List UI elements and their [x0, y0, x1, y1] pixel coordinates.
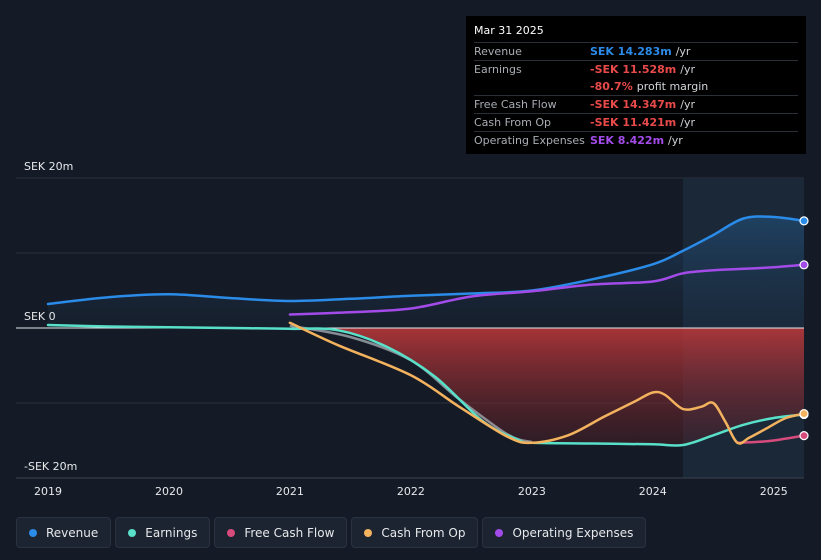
tooltip-label: Revenue: [474, 45, 522, 58]
free-cash-flow-end-dot: [799, 431, 809, 441]
legend-item-operating-expenses[interactable]: Operating Expenses: [482, 517, 647, 548]
y-tick-label-zero: SEK 0: [24, 310, 56, 323]
x-tick-label-2024: 2024: [638, 485, 667, 498]
y-tick-label-top: SEK 20m: [24, 160, 74, 173]
cash-from-op-end-dot: [799, 409, 809, 419]
revenue-area: [48, 216, 804, 328]
tooltip-unit: /yr: [680, 116, 696, 129]
tooltip-value: -SEK 11.528m: [590, 63, 677, 76]
tooltip-date: Mar 31 2025: [474, 24, 544, 37]
legend-label: Revenue: [46, 525, 99, 540]
y-tick-label-bottom: -SEK 20m: [24, 460, 78, 473]
tooltip-unit: /yr: [680, 98, 696, 111]
tooltip-value: -SEK 14.347m: [590, 98, 677, 111]
x-tick-label-2021: 2021: [275, 485, 304, 498]
tooltip-label: Earnings: [474, 63, 522, 76]
x-tick-label-2025: 2025: [759, 485, 788, 498]
tooltip-row: Operating Expenses SEK 8.422m/yr: [474, 131, 798, 149]
legend: Revenue Earnings Free Cash Flow Cash From O…: [16, 517, 647, 548]
revenue-end-dot: [799, 216, 809, 226]
legend-dot-icon: [128, 528, 137, 537]
operating-expenses-end-dot: [799, 260, 809, 270]
legend-dot-icon: [29, 528, 37, 537]
x-tick-label-2020: 2020: [154, 485, 183, 498]
tooltip-panel: Mar 31 2025 Revenue SEK 14.283m/yr Earning…: [466, 16, 806, 154]
legend-label: Earnings: [145, 525, 198, 540]
tooltip-value: SEK 14.283m: [590, 45, 672, 58]
tooltip-unit: /yr: [668, 134, 683, 147]
tooltip-unit: profit margin: [636, 80, 709, 93]
free-cash-flow-line: [736, 434, 806, 445]
legend-dot-icon: [227, 528, 236, 537]
tooltip-unit: /yr: [675, 45, 691, 58]
tooltip-label: Cash From Op: [474, 116, 552, 129]
tooltip-row: Revenue SEK 14.283m/yr: [474, 42, 798, 60]
tooltip-value: -SEK 11.421m: [590, 116, 677, 129]
operating-expenses-line: [288, 263, 806, 316]
tooltip-label: Operating Expenses: [474, 134, 585, 147]
tooltip-label: [474, 78, 590, 95]
legend-label: Free Cash Flow: [244, 525, 335, 540]
tooltip-row: -80.7% profit margin: [474, 78, 798, 95]
legend-item-earnings[interactable]: Earnings: [115, 517, 211, 548]
tooltip-row: Cash From Op -SEK 11.421m/yr: [474, 113, 798, 131]
legend-label: Cash From Op: [381, 525, 466, 540]
x-tick-label-2023: 2023: [517, 485, 546, 498]
tooltip-label: Free Cash Flow: [474, 98, 557, 111]
legend-item-revenue[interactable]: Revenue: [16, 517, 112, 548]
legend-label: Operating Expenses: [512, 525, 634, 540]
legend-item-free-cash-flow[interactable]: Free Cash Flow: [214, 517, 348, 548]
earnings-area: [289, 328, 804, 446]
tooltip-row: Earnings -SEK 11.528m/yr: [474, 60, 798, 78]
x-tick-label-2022: 2022: [396, 485, 425, 498]
legend-item-cash-from-op[interactable]: Cash From Op: [351, 517, 479, 548]
cash-from-op-line: [288, 321, 806, 445]
tooltip-value: SEK 8.422m: [590, 134, 665, 147]
tooltip-value: -80.7%: [590, 80, 633, 93]
tooltip-row: Free Cash Flow -SEK 14.347m/yr: [474, 95, 798, 113]
legend-dot-icon: [495, 528, 504, 537]
legend-dot-icon: [364, 528, 373, 537]
x-tick-label-2019: 2019: [34, 485, 62, 498]
tooltip-unit: /yr: [680, 63, 696, 76]
